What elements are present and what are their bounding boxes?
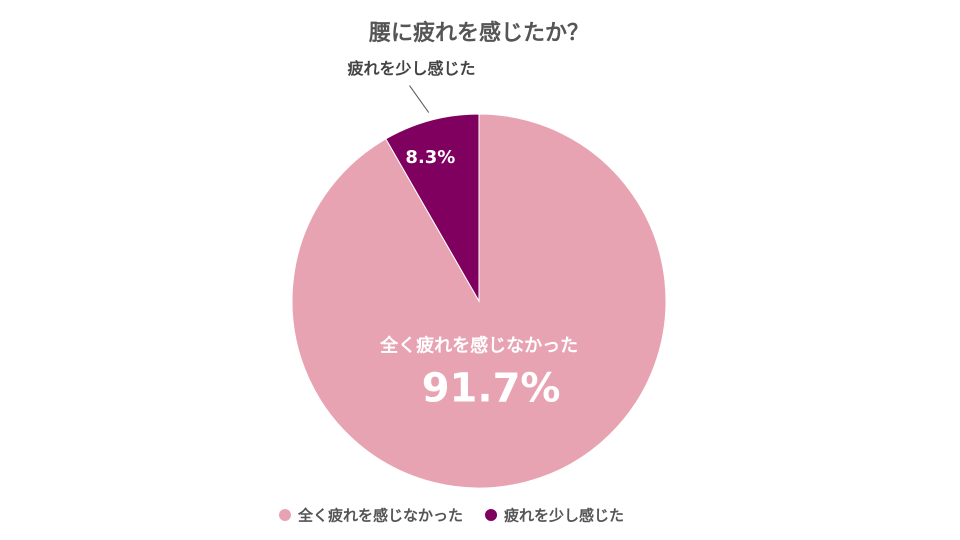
slice-label: 疲れを少し感じた [348, 59, 476, 78]
value-label: 8.3% [405, 147, 455, 168]
legend-label: 全く疲れを感じなかった [297, 507, 463, 525]
leader-line [409, 85, 430, 113]
legend-swatch [279, 509, 291, 521]
legend-swatch [485, 509, 498, 521]
slice-label: 全く疲れを感じなかった [379, 334, 578, 356]
pie-slice [385, 113, 480, 303]
chart-title: 腰に疲れを感じたか？ [368, 20, 589, 46]
legend-label: 疲れを少し感じた [504, 507, 624, 525]
value-label: 91.7% [422, 365, 561, 411]
